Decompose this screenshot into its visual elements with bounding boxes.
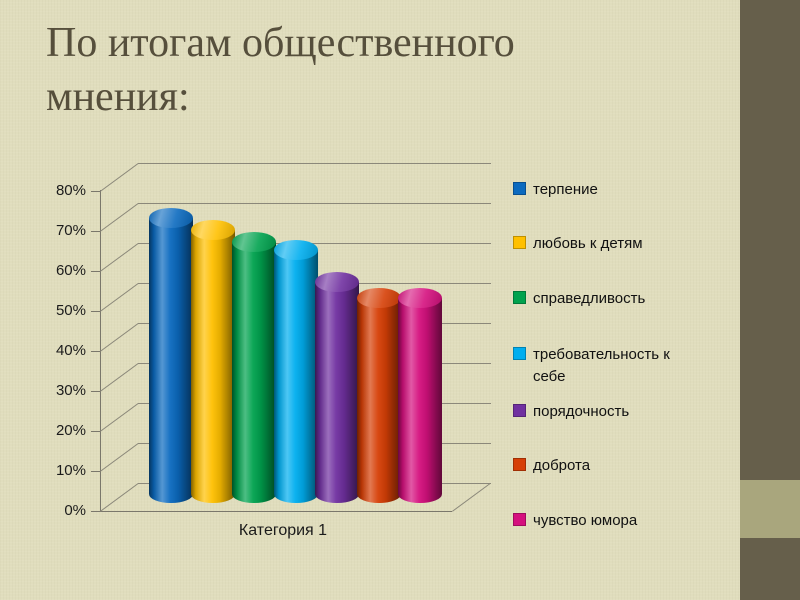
y-axis-tick-label: 80%	[55, 182, 86, 199]
legend-item: терпение	[513, 179, 691, 201]
y-axis-tick-mark	[91, 431, 100, 432]
depth-gridline	[100, 163, 139, 192]
y-axis-tick-mark	[91, 231, 100, 232]
chart-bar	[190, 230, 235, 503]
chart-bar-top	[149, 208, 193, 228]
legend-label: доброта	[533, 457, 591, 474]
chart-bar	[398, 298, 442, 503]
y-axis-tick-label: 20%	[55, 422, 86, 439]
depth-gridline	[100, 243, 139, 272]
presentation-slide: По итогам общественного мнения: Категори…	[0, 0, 740, 600]
y-axis-tick-label: 40%	[55, 342, 86, 359]
legend-swatch	[513, 458, 526, 471]
legend-item: доброта	[513, 455, 691, 477]
slide-title: По итогам общественного мнения:	[46, 20, 515, 120]
legend-item: требовательность к себе	[513, 344, 691, 388]
y-axis-tick-mark	[91, 511, 100, 512]
depth-gridline	[100, 443, 139, 472]
y-axis-tick-mark	[91, 351, 100, 352]
legend-item: любовь к детям	[513, 233, 691, 255]
y-axis-tick-label: 10%	[55, 462, 86, 479]
legend-item: справедливость	[513, 288, 691, 310]
depth-gridline	[100, 203, 139, 232]
floor-front-line	[100, 511, 452, 512]
legend-item: чувство юмора	[513, 510, 691, 532]
legend-label: любовь к детям	[533, 235, 643, 252]
chart-bar	[232, 242, 276, 503]
y-axis-tick-label: 0%	[64, 502, 86, 519]
bar-chart: Категория 1 0% 10% 20% 30% 40% 50% 60% 70% 80% те…	[0, 150, 740, 600]
legend-swatch	[513, 182, 526, 195]
legend-swatch	[513, 347, 526, 360]
legend-swatch	[513, 291, 526, 304]
chart-bar-top	[398, 288, 442, 308]
depth-gridline	[100, 283, 139, 312]
x-axis-category-label: Категория 1	[238, 522, 328, 539]
chart-bar-top	[190, 220, 235, 240]
floor-right-edge-line	[452, 483, 491, 512]
back-wall-gridline	[138, 163, 491, 164]
y-axis-tick-label: 50%	[55, 302, 86, 319]
legend-swatch	[513, 236, 526, 249]
legend-label: порядочность	[533, 403, 630, 420]
y-axis-tick-mark	[91, 191, 100, 192]
y-axis-tick-mark	[91, 391, 100, 392]
y-axis-tick-mark	[91, 471, 100, 472]
legend-item: порядочность	[513, 401, 691, 423]
depth-gridline	[100, 363, 139, 392]
chart-bar	[356, 298, 401, 503]
depth-gridline	[100, 403, 139, 432]
y-axis-tick-mark	[91, 271, 100, 272]
legend-swatch	[513, 404, 526, 417]
depth-gridline	[100, 483, 139, 512]
back-wall-gridline	[138, 243, 491, 244]
legend-label: требовательность к себе	[533, 346, 670, 385]
y-axis-tick-label: 60%	[55, 262, 86, 279]
y-axis-tick-label: 30%	[55, 382, 86, 399]
chart-bar-top	[356, 288, 401, 308]
chart-bar-top	[315, 272, 359, 292]
legend-label: терпение	[533, 181, 598, 198]
legend-label: чувство юмора	[533, 512, 638, 529]
back-wall-gridline	[138, 203, 491, 204]
chart-bar	[315, 282, 359, 503]
chart-bar	[149, 218, 193, 503]
chart-bar-top	[273, 240, 318, 260]
legend-swatch	[513, 513, 526, 526]
legend-label: справедливость	[533, 290, 646, 307]
chart-bar	[273, 250, 318, 503]
y-axis-tick-mark	[91, 311, 100, 312]
chart-bar-top	[232, 232, 276, 252]
y-axis-tick-label: 70%	[55, 222, 86, 239]
depth-gridline	[100, 323, 139, 352]
scrollbar-thumb[interactable]	[740, 480, 800, 538]
